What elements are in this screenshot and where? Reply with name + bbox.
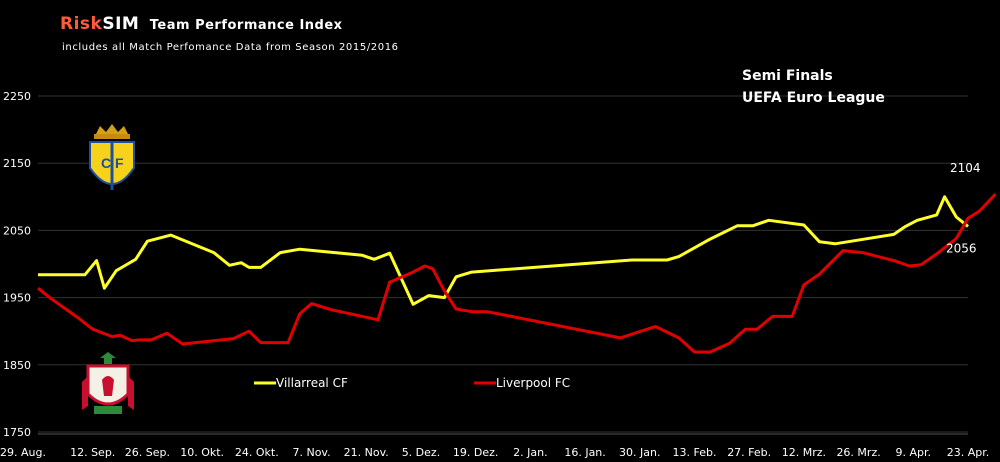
x-axis: 29. Aug. 12. Sep. 26. Sep. 10. Okt. 24. Okt.… — [0, 433, 990, 459]
chart-title: RiskSIM Team Performance Index — [60, 14, 343, 34]
brand-sim: SIM — [102, 14, 140, 34]
title-text: Team Performance Index — [149, 18, 343, 33]
villarreal-end-label: 2056 — [946, 241, 977, 255]
legend-label: Liverpool FC — [496, 376, 570, 390]
x-tick-label: 26. Mrz. — [836, 446, 880, 459]
brand-risk: Risk — [60, 14, 103, 34]
x-tick-label: 7. Nov. — [292, 446, 330, 459]
x-tick-label: 12. Mrz. — [782, 446, 826, 459]
series-lines — [37, 193, 997, 354]
annotation-league: UEFA Euro League — [742, 90, 885, 106]
x-tick-label: 19. Dez. — [453, 446, 499, 459]
chart-subtitle: includes all Match Perfomance Data from … — [62, 42, 399, 53]
legend: Villarreal CF Liverpool FC — [254, 376, 570, 390]
series-line-villarreal — [38, 195, 969, 306]
end-labels: 2056 2104 — [946, 161, 981, 255]
y-tick-label: 1950 — [3, 292, 31, 305]
x-tick-label: 21. Nov. — [344, 446, 389, 459]
x-tick-label: 26. Sep. — [125, 446, 170, 459]
liverpool-crest-icon — [82, 352, 134, 414]
svg-text:F: F — [115, 155, 124, 171]
x-tick-label: 30. Jan. — [619, 446, 660, 459]
y-tick-label: 1750 — [3, 426, 31, 439]
y-axis: 1750 1850 1950 2050 2150 2250 — [3, 90, 31, 439]
x-tick-label: 12. Sep. — [70, 446, 115, 459]
x-tick-label: 5. Dez. — [402, 446, 441, 459]
x-tick-label: 29. Aug. — [0, 446, 46, 459]
y-tick-label: 2050 — [3, 224, 31, 237]
x-tick-label: 2. Jan. — [513, 446, 547, 459]
x-tick-label: 27. Feb. — [727, 446, 771, 459]
grid-lines — [38, 95, 968, 433]
y-tick-label: 2150 — [3, 157, 31, 170]
y-tick-label: 2250 — [3, 90, 31, 103]
x-tick-label: 16. Jan. — [564, 446, 605, 459]
svg-text:C: C — [101, 155, 111, 171]
y-tick-label: 1850 — [3, 359, 31, 372]
legend-label: Villarreal CF — [276, 376, 348, 390]
series-line-liverpool — [37, 193, 997, 354]
x-tick-label: 13. Feb. — [672, 446, 716, 459]
annotation-semi-finals: Semi Finals — [742, 68, 833, 84]
liverpool-end-label: 2104 — [950, 161, 981, 175]
x-tick-label: 23. Apr. — [947, 446, 990, 459]
villarreal-crest-icon: C F — [89, 124, 135, 190]
x-tick-label: 24. Okt. — [235, 446, 279, 459]
x-tick-label: 10. Okt. — [180, 446, 224, 459]
x-tick-label: 9. Apr. — [896, 446, 932, 459]
